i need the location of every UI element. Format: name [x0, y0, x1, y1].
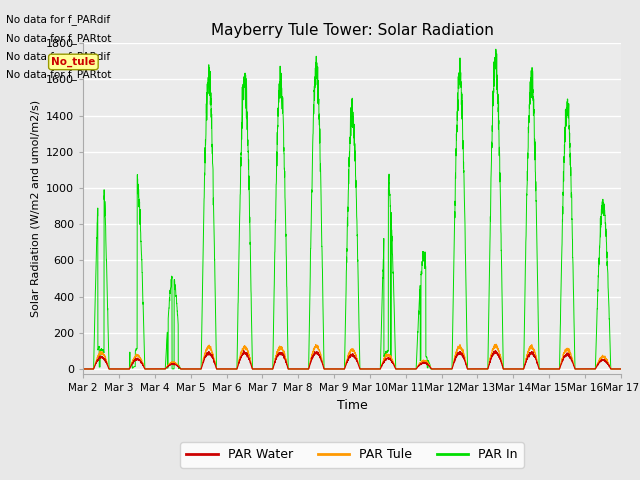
PAR Tule	[443, 366, 451, 372]
Text: No data for f_PARtot: No data for f_PARtot	[6, 69, 112, 80]
PAR Tule	[79, 366, 87, 372]
Line: PAR Water: PAR Water	[83, 350, 621, 369]
PAR Water	[472, 366, 480, 372]
PAR In	[616, 366, 624, 372]
X-axis label: Time: Time	[337, 399, 367, 412]
PAR In	[79, 366, 87, 372]
PAR In	[332, 366, 340, 372]
PAR Water	[443, 366, 451, 372]
PAR Water	[492, 348, 499, 353]
PAR Water	[617, 366, 625, 372]
PAR Water	[79, 366, 87, 372]
PAR Water	[616, 366, 624, 372]
PAR Water	[503, 366, 511, 372]
PAR Tule	[492, 341, 500, 347]
PAR In	[492, 46, 500, 52]
PAR Tule	[176, 365, 184, 371]
PAR In	[176, 364, 184, 370]
Text: No_tule: No_tule	[51, 57, 95, 67]
PAR In	[617, 366, 625, 372]
PAR Tule	[503, 366, 511, 372]
PAR Water	[332, 366, 340, 372]
Text: No data for f_PARtot: No data for f_PARtot	[6, 33, 112, 44]
Line: PAR In: PAR In	[83, 49, 621, 369]
PAR Tule	[472, 366, 480, 372]
Text: No data for f_PARdif: No data for f_PARdif	[6, 14, 111, 25]
PAR Water	[176, 365, 184, 371]
Line: PAR Tule: PAR Tule	[83, 344, 621, 369]
Text: No data for f_PARdif: No data for f_PARdif	[6, 51, 111, 62]
PAR In	[443, 366, 451, 372]
PAR Tule	[332, 366, 340, 372]
Y-axis label: Solar Radiation (W/m2 and umol/m2/s): Solar Radiation (W/m2 and umol/m2/s)	[31, 100, 40, 317]
PAR Tule	[616, 366, 624, 372]
PAR Tule	[617, 366, 625, 372]
Title: Mayberry Tule Tower: Solar Radiation: Mayberry Tule Tower: Solar Radiation	[211, 23, 493, 38]
PAR In	[472, 366, 480, 372]
Legend: PAR Water, PAR Tule, PAR In: PAR Water, PAR Tule, PAR In	[180, 442, 524, 468]
PAR In	[503, 366, 511, 372]
